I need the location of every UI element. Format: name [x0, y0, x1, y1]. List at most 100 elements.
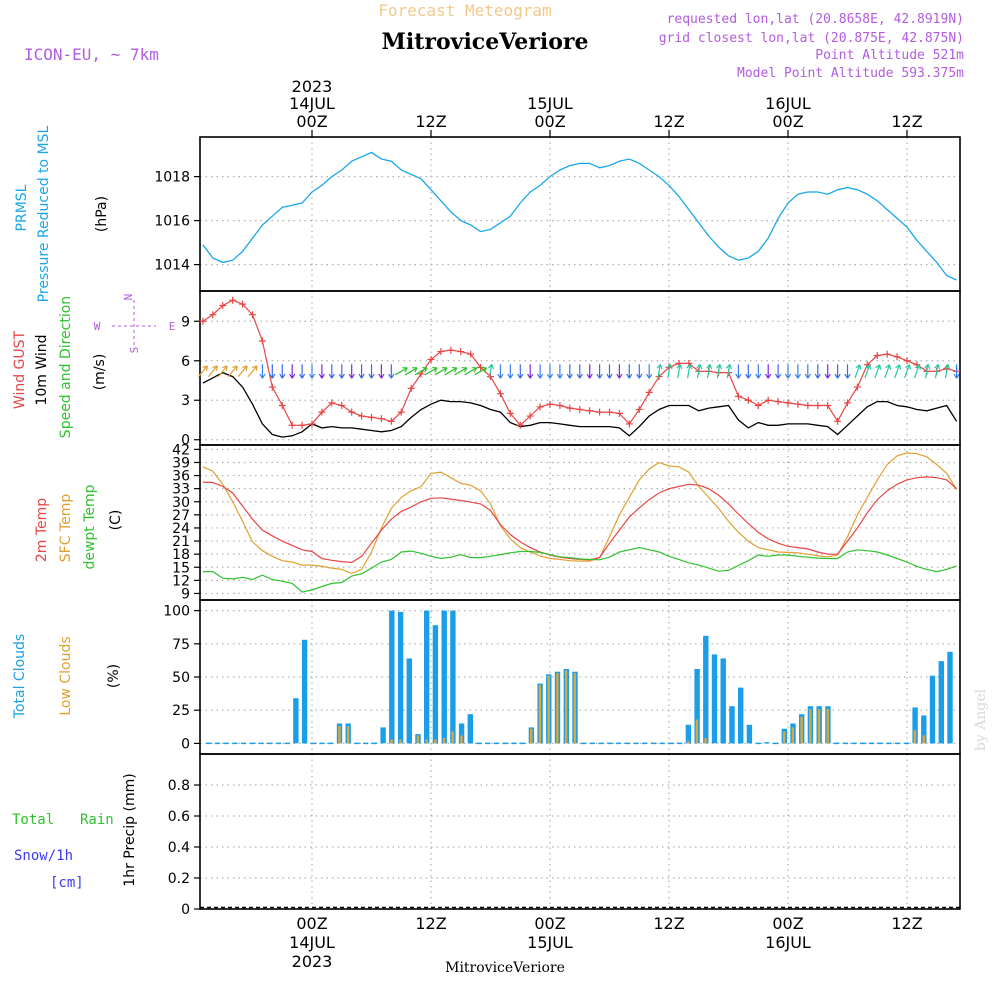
low-cloud-bar [695, 719, 699, 744]
panel-frame-precip [199, 753, 961, 910]
low-cloud-bar [399, 739, 402, 744]
low-cloud-bar [416, 735, 420, 744]
wind-direction-arrow [556, 364, 564, 379]
low-cloud-bar [547, 675, 550, 744]
panel-frame-temperature [199, 444, 961, 601]
top-hour-label: 00Z [534, 112, 565, 131]
wind-direction-arrow [854, 364, 862, 379]
y-tick-label: 0 [181, 433, 190, 449]
bottom-date-label: 16JUL [765, 933, 811, 952]
wind-direction-arrow [894, 364, 902, 379]
y-tick-label: 39 [172, 455, 190, 471]
total-cloud-bar [746, 724, 753, 744]
total-cloud-bar [685, 724, 692, 744]
wind-direction-arrow [576, 364, 583, 379]
low-cloud-bar [460, 735, 463, 744]
total-cloud-bar [694, 669, 700, 744]
low-cloud-bar [564, 670, 568, 744]
wind-direction-arrow [497, 364, 504, 379]
pct-unit: (%) [106, 664, 122, 688]
wind-direction-arrow [934, 364, 941, 379]
ms-unit: (m/s) [92, 354, 108, 391]
temp2m-label: 2m Temp [34, 498, 50, 562]
compass-icon: N S W E [94, 294, 176, 354]
compass-west: W [94, 320, 101, 333]
wind-direction-arrow [696, 364, 703, 379]
bottom-hour-label: 00Z [534, 914, 565, 933]
gust-marker [358, 412, 366, 420]
wind-direction-arrow [765, 364, 772, 379]
gust-marker [516, 421, 524, 429]
total-cloud-bar [450, 610, 456, 744]
wind-direction-arrow [864, 364, 872, 379]
wind-direction-arrow [884, 364, 892, 379]
model-altitude: Model Point Altitude 593.375m [737, 66, 964, 81]
wind-direction-arrow [844, 364, 851, 379]
total-cloud-bar [389, 610, 395, 744]
y-tick-label: 0 [181, 736, 190, 752]
total-cloud-bar [929, 675, 936, 744]
wind-direction-arrow [716, 364, 723, 379]
gust-marker [368, 413, 375, 421]
gust-marker [387, 417, 395, 425]
total-cloud-bar [703, 635, 709, 744]
low-cloud-bar [425, 739, 428, 744]
gust-marker [427, 355, 435, 363]
gust-marker [586, 407, 594, 415]
gust-marker [298, 421, 306, 429]
wind-direction-arrow [794, 364, 802, 379]
low-cloud-bar [809, 708, 812, 744]
forecast-title: Forecast Meteogram [378, 1, 551, 20]
wind-direction-arrow [824, 364, 831, 379]
precip-labels: Total Rain Snow/1h [cm] 1hr Precip (mm) [12, 773, 138, 891]
y-tick-label: 0.4 [168, 840, 190, 856]
sfc-temp-label: SFC Temp [58, 494, 74, 563]
gust-marker [239, 300, 247, 308]
y-tick-label: 9 [181, 586, 190, 602]
gust-marker [764, 396, 772, 404]
wind10-line [202, 371, 958, 438]
wind-direction-arrow [279, 364, 286, 379]
gust-marker [744, 396, 752, 404]
footer-station: MitroviceVeriore [445, 960, 565, 976]
wind-direction-arrow [944, 364, 951, 379]
gust-marker [576, 405, 584, 413]
gust-marker [338, 402, 346, 410]
total-cloud-bar [380, 727, 386, 744]
wind-direction-arrow [616, 364, 623, 379]
top-hour-label: 12Z [653, 112, 684, 131]
total-cloud-bar [711, 654, 718, 744]
wind-direction-arrow [358, 364, 365, 379]
watermark: by Angel [973, 688, 989, 751]
gust-marker [566, 404, 574, 412]
y-tick-label: 1016 [154, 214, 190, 230]
wind-direction-arrow [308, 364, 316, 379]
total-cloud-bar [424, 610, 430, 744]
top-hour-label: 12Z [891, 112, 922, 131]
total-cloud-bar [441, 610, 447, 744]
gust-marker [794, 400, 802, 408]
station-title: MitroviceVeriore [382, 29, 589, 55]
wind-direction-arrow [804, 364, 811, 379]
wind-direction-arrow [444, 367, 458, 376]
gust-marker [219, 301, 227, 309]
wind-direction-arrow [197, 365, 208, 378]
total-cloud-bar [947, 651, 953, 744]
wind-direction-arrow [259, 364, 266, 379]
wind-direction-arrow [217, 365, 228, 378]
low-cloud-bar [338, 726, 341, 744]
y-tick-label: 3 [181, 393, 190, 409]
top-hour-label: 12Z [415, 112, 446, 131]
y-tick-label: 9 [181, 314, 190, 330]
snow-label: Snow/1h [14, 848, 73, 864]
gust-marker [844, 399, 851, 407]
top-hour-label: 00Z [772, 112, 803, 131]
wind-direction-arrow [606, 364, 613, 379]
wind-direction-arrow [814, 364, 821, 379]
total-cloud-bar [720, 658, 726, 744]
low-cloud-bar [817, 708, 821, 744]
prmsl-desc-label: Pressure Reduced to MSL [36, 125, 52, 302]
y-tick-label: 100 [163, 604, 190, 620]
total-cloud-bar [467, 714, 473, 744]
wind-direction-arrow [686, 364, 693, 379]
